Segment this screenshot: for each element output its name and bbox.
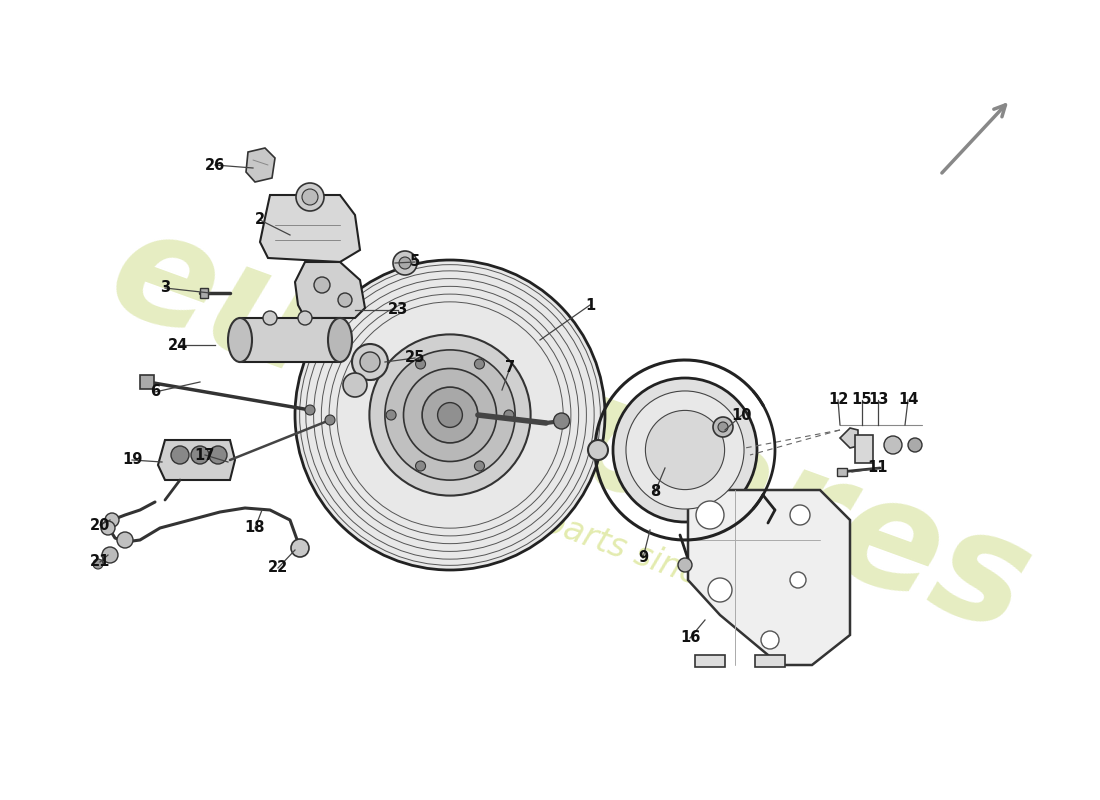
Circle shape: [646, 410, 725, 490]
Text: 2: 2: [255, 213, 265, 227]
Circle shape: [438, 402, 462, 427]
Text: 23: 23: [388, 302, 408, 318]
Text: 17: 17: [195, 447, 216, 462]
Circle shape: [718, 422, 728, 432]
Text: 11: 11: [868, 461, 889, 475]
Circle shape: [292, 539, 309, 557]
Bar: [755, 655, 785, 667]
Text: 6: 6: [150, 385, 161, 399]
Circle shape: [296, 183, 324, 211]
Text: 19: 19: [122, 453, 142, 467]
Text: eurospares: eurospares: [90, 194, 1049, 666]
Circle shape: [104, 513, 119, 527]
Circle shape: [761, 631, 779, 649]
Circle shape: [474, 461, 484, 471]
Circle shape: [305, 405, 315, 415]
Text: 13: 13: [868, 393, 888, 407]
Circle shape: [678, 558, 692, 572]
Circle shape: [370, 334, 530, 495]
Text: 10: 10: [732, 407, 752, 422]
Circle shape: [302, 189, 318, 205]
Circle shape: [504, 410, 514, 420]
Text: a passion for parts since 1985: a passion for parts since 1985: [328, 428, 813, 632]
Circle shape: [170, 446, 189, 464]
Circle shape: [399, 257, 411, 269]
Circle shape: [613, 378, 757, 522]
Circle shape: [295, 260, 605, 570]
Circle shape: [696, 501, 724, 529]
Polygon shape: [158, 440, 235, 480]
Circle shape: [386, 410, 396, 420]
Text: 5: 5: [410, 254, 420, 270]
Text: 12: 12: [828, 393, 848, 407]
Circle shape: [102, 547, 118, 563]
Circle shape: [626, 391, 744, 509]
Text: 1: 1: [585, 298, 595, 313]
Ellipse shape: [328, 318, 352, 362]
Bar: [695, 655, 725, 667]
Circle shape: [404, 369, 496, 462]
Circle shape: [422, 387, 477, 443]
Text: 14: 14: [898, 393, 918, 407]
Circle shape: [209, 446, 227, 464]
Circle shape: [314, 277, 330, 293]
Polygon shape: [688, 490, 850, 665]
Circle shape: [117, 532, 133, 548]
Text: 24: 24: [168, 338, 188, 353]
Circle shape: [385, 350, 515, 480]
Circle shape: [94, 559, 103, 569]
Polygon shape: [840, 428, 858, 448]
Circle shape: [393, 251, 417, 275]
Text: 22: 22: [268, 561, 288, 575]
Text: 3: 3: [160, 281, 170, 295]
Text: 9: 9: [638, 550, 648, 566]
Text: 26: 26: [205, 158, 225, 173]
Circle shape: [101, 521, 116, 535]
Circle shape: [588, 440, 608, 460]
Bar: [140, 375, 154, 389]
Circle shape: [708, 578, 732, 602]
Circle shape: [474, 359, 484, 369]
Circle shape: [263, 311, 277, 325]
Circle shape: [352, 344, 388, 380]
Bar: [855, 435, 873, 463]
Text: 8: 8: [650, 485, 660, 499]
Ellipse shape: [228, 318, 252, 362]
Text: 7: 7: [505, 361, 515, 375]
Circle shape: [908, 438, 922, 452]
Circle shape: [343, 373, 367, 397]
Circle shape: [416, 359, 426, 369]
Text: 25: 25: [405, 350, 426, 366]
Circle shape: [191, 446, 209, 464]
Circle shape: [790, 505, 810, 525]
Circle shape: [324, 415, 336, 425]
Circle shape: [553, 413, 570, 429]
Text: 16: 16: [680, 630, 701, 646]
Text: 21: 21: [90, 554, 110, 570]
Bar: [200, 288, 208, 298]
Text: 20: 20: [90, 518, 110, 533]
Circle shape: [360, 352, 379, 372]
Text: 18: 18: [244, 521, 265, 535]
Text: 15: 15: [851, 393, 872, 407]
Circle shape: [338, 293, 352, 307]
Circle shape: [884, 436, 902, 454]
Polygon shape: [295, 262, 365, 318]
Circle shape: [790, 572, 806, 588]
Polygon shape: [246, 148, 275, 182]
Circle shape: [713, 417, 733, 437]
Bar: [837, 468, 847, 476]
Polygon shape: [260, 195, 360, 262]
Circle shape: [298, 311, 312, 325]
Bar: [240, 318, 340, 362]
Circle shape: [416, 461, 426, 471]
